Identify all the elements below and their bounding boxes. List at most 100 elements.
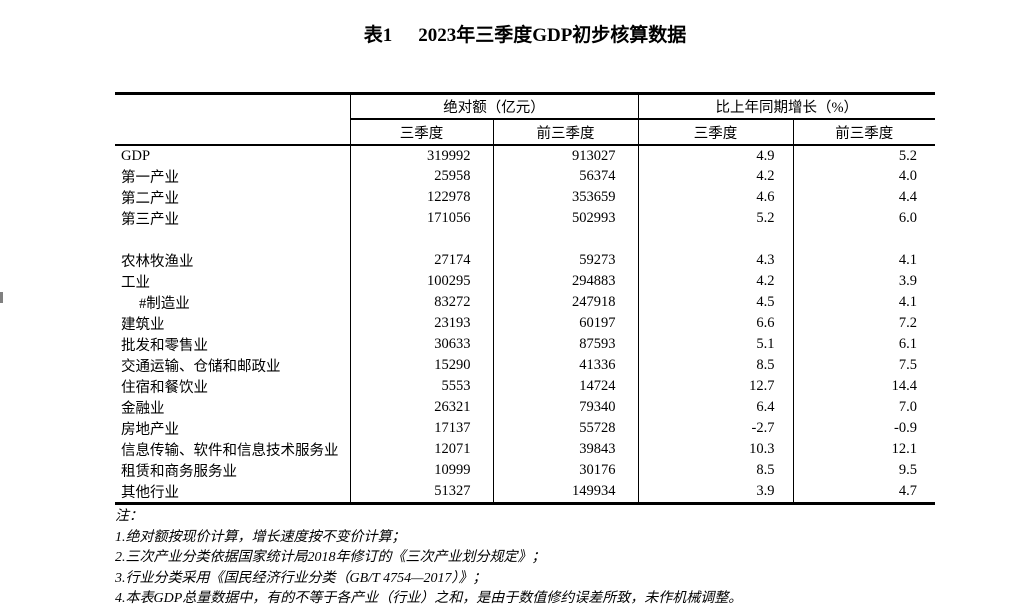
table-row: GDP 319992 913027 4.9 5.2 [115,145,936,166]
cell-first3q-absolute: 39843 [492,439,638,460]
table-row: 工业 100295 294883 4.2 3.9 [115,271,936,292]
cell-first3q-absolute: 14724 [492,376,638,397]
cell-q3-absolute: 10999 [349,460,493,481]
cell-q3-absolute: 83272 [349,292,493,313]
table-row: 第一产业 25958 56374 4.2 4.0 [115,166,936,187]
cell-q3-absolute: 51327 [349,481,493,504]
cell-q3-growth [637,229,793,250]
table-row: 信息传输、软件和信息技术服务业 12071 39843 10.3 12.1 [115,439,936,460]
cell-first3q-absolute [492,229,638,250]
cell-first3q-growth: 14.4 [792,376,936,397]
cell-q3-absolute: 15290 [349,355,493,376]
footnote-line-1: 1.绝对额按现价计算，增长速度按不变价计算； [115,529,406,545]
stub-header-cell [115,93,350,146]
footnotes: 注： 1.绝对额按现价计算，增长速度按不变价计算； 2.三次产业分类依据国家统计… [115,507,935,610]
footnotes-label: 注： [115,509,143,524]
cell-q3-absolute: 26321 [349,397,493,418]
subheader-q3-absolute: 三季度 [349,119,493,146]
row-label [115,229,350,250]
cell-q3-growth: 4.9 [637,145,793,166]
cell-q3-growth: 4.2 [637,166,793,187]
subheader-first3q-absolute: 前三季度 [492,119,638,146]
footnote-line-3: 3.行业分类采用《国民经济行业分类（GB/T 4754—2017）》； [115,570,487,586]
row-label: 第二产业 [121,191,179,207]
cell-q3-growth: -2.7 [637,418,793,439]
group-header-absolute: 绝对额（亿元） [349,93,638,120]
cell-first3q-growth [792,229,936,250]
table-row-empty [115,229,936,250]
cell-first3q-absolute: 30176 [492,460,638,481]
table-row: 第二产业 122978 353659 4.6 4.4 [115,187,936,208]
cell-q3-absolute: 319992 [349,145,493,166]
cell-first3q-growth: 7.0 [792,397,936,418]
table-body: GDP 319992 913027 4.9 5.2 第一产业 25958 563… [115,145,936,504]
cell-q3-absolute: 30633 [349,334,493,355]
row-label: 交通运输、仓储和邮政业 [121,359,281,375]
cell-first3q-absolute: 59273 [492,250,638,271]
cell-first3q-growth: -0.9 [792,418,936,439]
cell-first3q-growth: 5.2 [792,145,936,166]
cell-first3q-absolute: 56374 [492,166,638,187]
screen-edge-artifact [0,292,3,303]
cell-first3q-absolute: 247918 [492,292,638,313]
sub-header-row: 三季度 前三季度 三季度 前三季度 [115,119,936,146]
cell-q3-growth: 5.1 [637,334,793,355]
cell-q3-absolute: 100295 [349,271,493,292]
cell-q3-growth: 4.6 [637,187,793,208]
row-label: 其他行业 [121,485,179,501]
cell-first3q-absolute: 60197 [492,313,638,334]
cell-q3-growth: 6.4 [637,397,793,418]
row-label: 信息传输、软件和信息技术服务业 [121,443,339,459]
cell-q3-absolute: 122978 [349,187,493,208]
row-label: 农林牧渔业 [121,254,194,270]
cell-first3q-growth: 6.0 [792,208,936,229]
row-label: 第一产业 [121,170,179,186]
table-title-text: 2023年三季度GDP初步核算数据 [418,25,687,46]
cell-q3-growth: 4.5 [637,292,793,313]
cell-first3q-growth: 4.4 [792,187,936,208]
row-label: 第三产业 [121,212,179,228]
row-label: 租赁和商务服务业 [121,464,237,480]
cell-q3-growth: 8.5 [637,460,793,481]
cell-first3q-absolute: 149934 [492,481,638,504]
cell-q3-absolute [349,229,493,250]
group-header-row: 绝对额（亿元） 比上年同期增长（%） [115,93,936,146]
page: 表1 2023年三季度GDP初步核算数据 绝对额（亿元） 比上年同期增长（%） 三… [115,0,936,610]
cell-first3q-growth: 4.0 [792,166,936,187]
table-row: 农林牧渔业 27174 59273 4.3 4.1 [115,250,936,271]
cell-q3-growth: 12.7 [637,376,793,397]
cell-q3-growth: 6.6 [637,313,793,334]
table-row: 交通运输、仓储和邮政业 15290 41336 8.5 7.5 [115,355,936,376]
cell-first3q-growth: 7.2 [792,313,936,334]
table-row: 住宿和餐饮业 5553 14724 12.7 14.4 [115,376,936,397]
row-label: 金融业 [121,401,165,417]
cell-first3q-growth: 4.1 [792,292,936,313]
cell-q3-growth: 5.2 [637,208,793,229]
cell-q3-growth: 10.3 [637,439,793,460]
cell-first3q-absolute: 294883 [492,271,638,292]
table-row: 金融业 26321 79340 6.4 7.0 [115,397,936,418]
row-label: 工业 [121,275,150,291]
cell-q3-absolute: 171056 [349,208,493,229]
cell-first3q-absolute: 55728 [492,418,638,439]
cell-first3q-growth: 12.1 [792,439,936,460]
cell-q3-absolute: 17137 [349,418,493,439]
row-label: 建筑业 [121,317,165,333]
cell-q3-absolute: 27174 [349,250,493,271]
footnote-line-2: 2.三次产业分类依据国家统计局2018年修订的《三次产业划分规定》； [115,550,546,565]
cell-first3q-absolute: 79340 [492,397,638,418]
table-row: 租赁和商务服务业 10999 30176 8.5 9.5 [115,460,936,481]
subheader-q3-growth: 三季度 [637,119,793,146]
cell-first3q-growth: 6.1 [792,334,936,355]
row-label: 住宿和餐饮业 [121,380,208,396]
cell-first3q-growth: 3.9 [792,271,936,292]
cell-first3q-absolute: 502993 [492,208,638,229]
cell-first3q-absolute: 913027 [492,145,638,166]
table-header: 绝对额（亿元） 比上年同期增长（%） 三季度 前三季度 三季度 前三季度 [115,93,936,146]
cell-q3-growth: 4.2 [637,271,793,292]
subheader-first3q-growth: 前三季度 [792,119,936,146]
cell-q3-growth: 4.3 [637,250,793,271]
cell-first3q-absolute: 41336 [492,355,638,376]
cell-first3q-absolute: 353659 [492,187,638,208]
footnote-line-4: 4.本表GDP总量数据中，有的不等于各产业（行业）之和，是由于数值修约误差所致，… [115,591,743,606]
